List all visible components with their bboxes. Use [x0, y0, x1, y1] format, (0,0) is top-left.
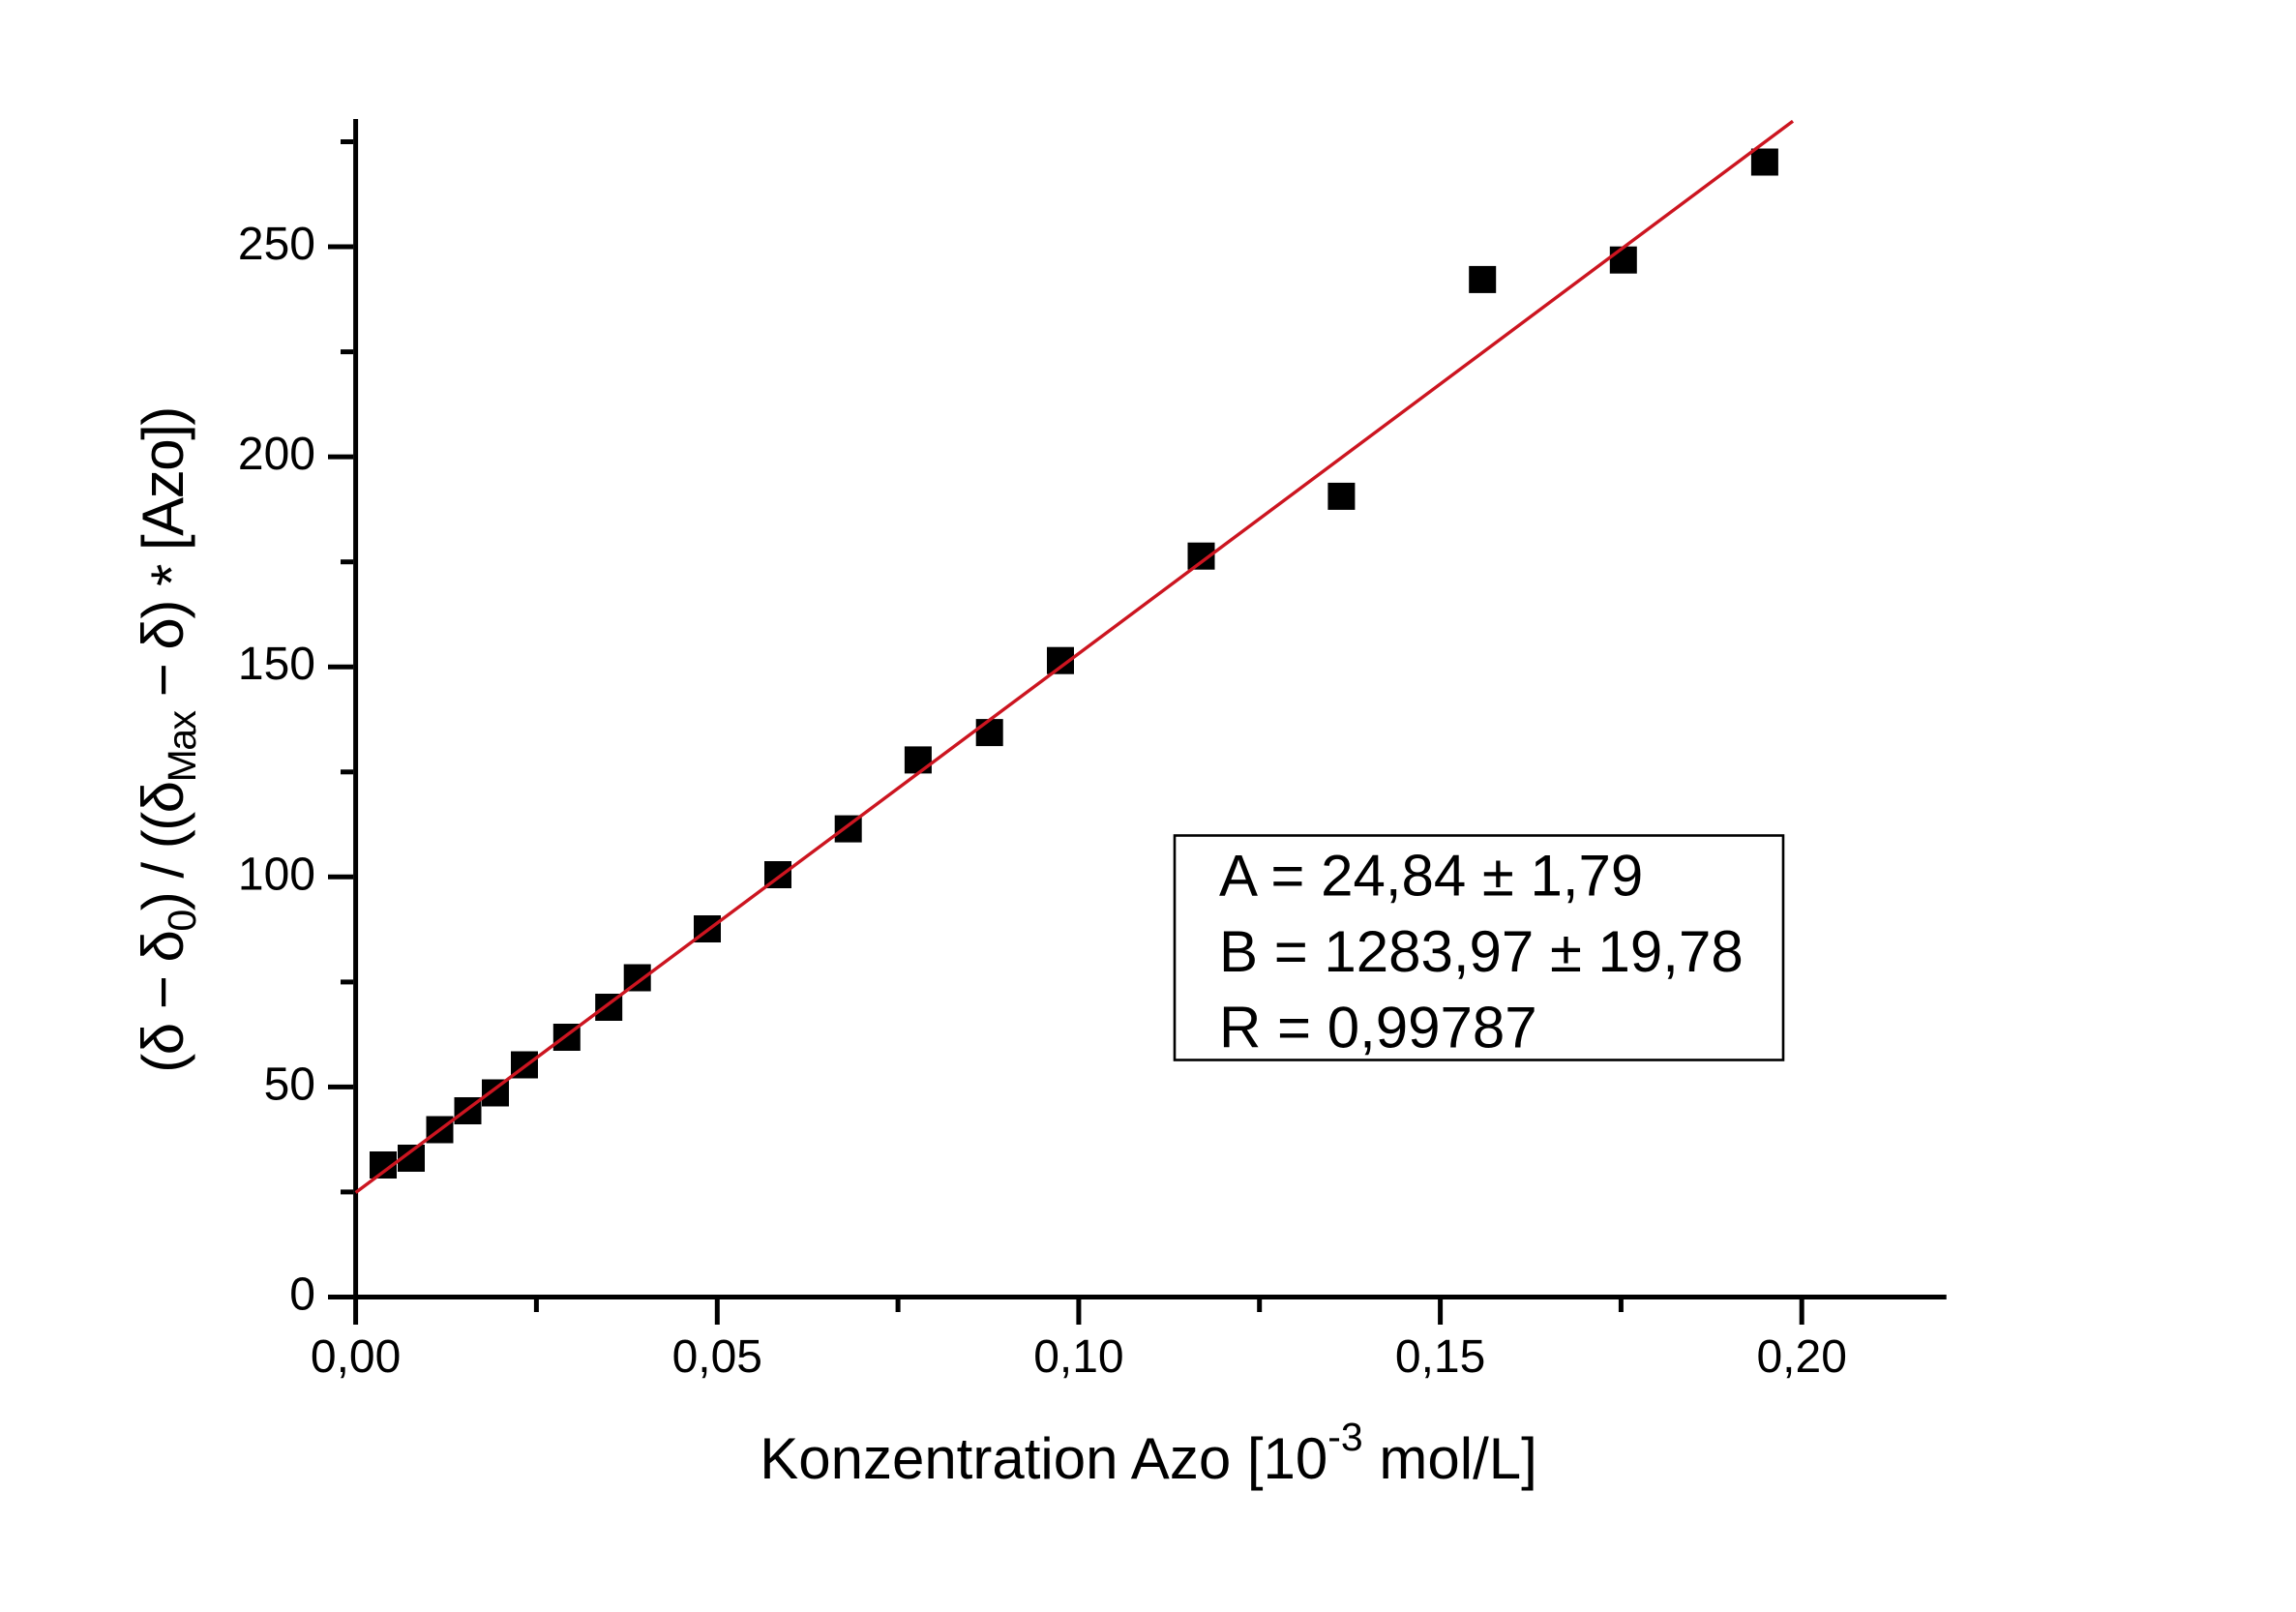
- svg-text:A = 24,84 ± 1,79: A = 24,84 ± 1,79: [1219, 844, 1643, 909]
- svg-text:Konzentration Azo [10-3 mol/L]: Konzentration Azo [10-3 mol/L]: [760, 1415, 1537, 1491]
- svg-text:200: 200: [238, 429, 315, 480]
- svg-text:150: 150: [238, 639, 315, 690]
- svg-text:0: 0: [289, 1269, 315, 1321]
- svg-text:B = 1283,97 ± 19,78: B = 1283,97 ± 19,78: [1219, 919, 1744, 984]
- svg-text:R = 0,99787: R = 0,99787: [1219, 996, 1537, 1060]
- svg-text:0,20: 0,20: [1756, 1331, 1846, 1383]
- svg-text:0,10: 0,10: [1033, 1331, 1123, 1383]
- svg-text:0,05: 0,05: [672, 1331, 762, 1383]
- svg-text:100: 100: [238, 849, 315, 900]
- svg-text:250: 250: [238, 219, 315, 270]
- svg-text:50: 50: [264, 1059, 315, 1110]
- svg-text:0,15: 0,15: [1395, 1331, 1485, 1383]
- svg-text:0,00: 0,00: [311, 1331, 401, 1383]
